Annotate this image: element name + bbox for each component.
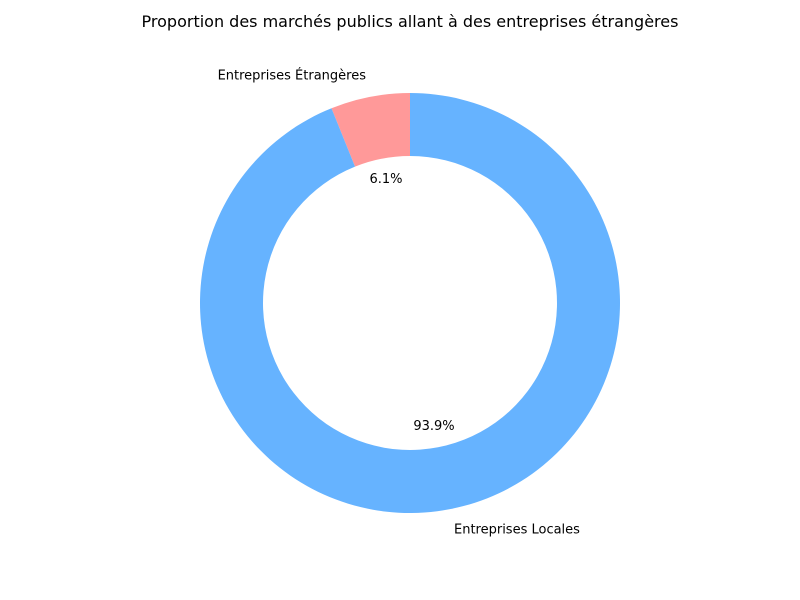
slice-1 bbox=[199, 93, 621, 513]
slices-group bbox=[199, 93, 621, 513]
slice-label-1: Entreprises Locales bbox=[454, 522, 580, 537]
chart-title: Proportion des marchés publics allant à … bbox=[142, 12, 679, 31]
slice-pct-0: 6.1% bbox=[369, 172, 402, 187]
slice-pct-1: 93.9% bbox=[413, 419, 454, 434]
slice-0 bbox=[331, 93, 410, 167]
slice-label-0: Entreprises Étrangères bbox=[218, 68, 367, 84]
labels-group: Entreprises Étrangères 6.1% Entreprises Lo… bbox=[218, 68, 581, 538]
